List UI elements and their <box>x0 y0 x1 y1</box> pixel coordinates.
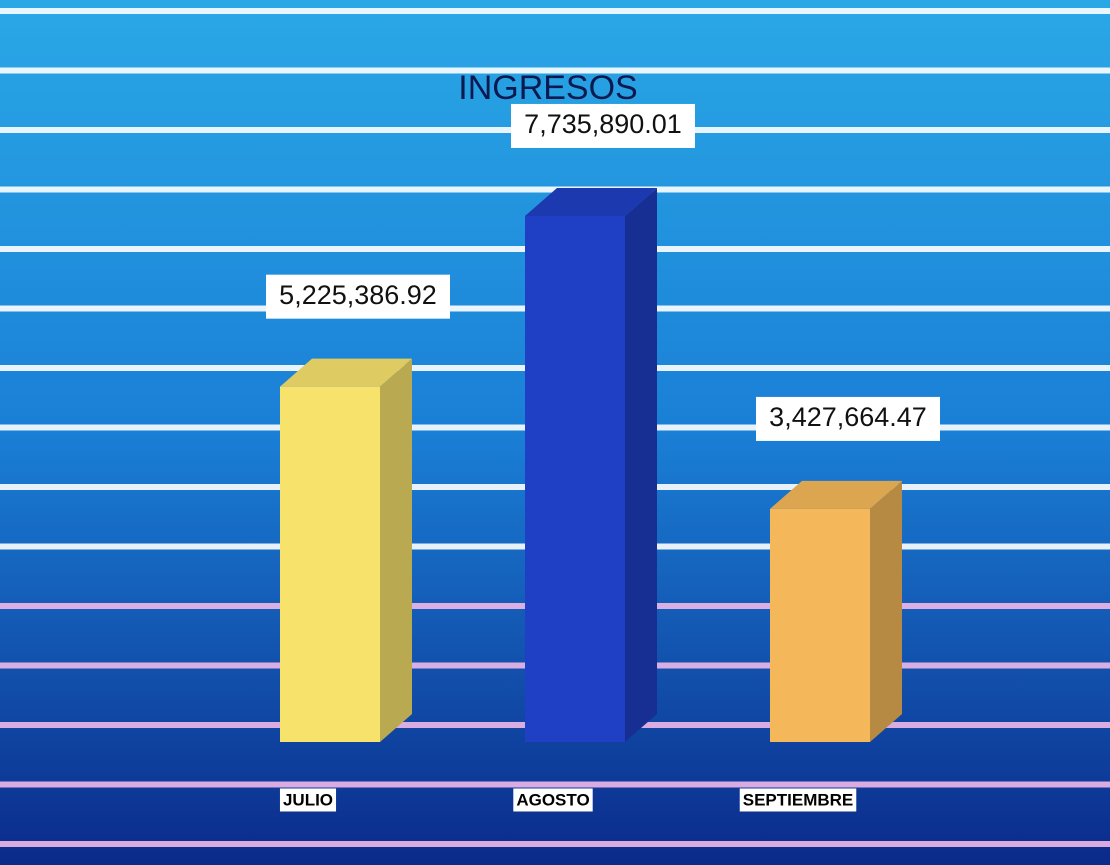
bar <box>525 216 625 742</box>
bar-side <box>625 188 657 742</box>
chart-title: INGRESOS <box>458 69 637 107</box>
bar-side <box>870 481 902 742</box>
value-label: 7,735,890.01 <box>524 109 682 139</box>
x-tick-label: JULIO <box>283 790 333 809</box>
bar-side <box>380 359 412 742</box>
bar <box>280 387 380 742</box>
stripe <box>0 841 1110 847</box>
value-label: 5,225,386.92 <box>279 280 437 310</box>
x-tick-label: SEPTIEMBRE <box>743 790 854 809</box>
value-label: 3,427,664.47 <box>769 402 927 432</box>
chart: INGRESOS 5,225,386.92 JULIO 7,735,890.01 AG… <box>0 0 1110 865</box>
stripe <box>0 8 1110 14</box>
x-tick-label: AGOSTO <box>516 790 589 809</box>
stripe <box>0 782 1110 788</box>
page: INGRESOS 5,225,386.92 JULIO 7,735,890.01 AG… <box>0 0 1110 865</box>
bar <box>770 509 870 742</box>
